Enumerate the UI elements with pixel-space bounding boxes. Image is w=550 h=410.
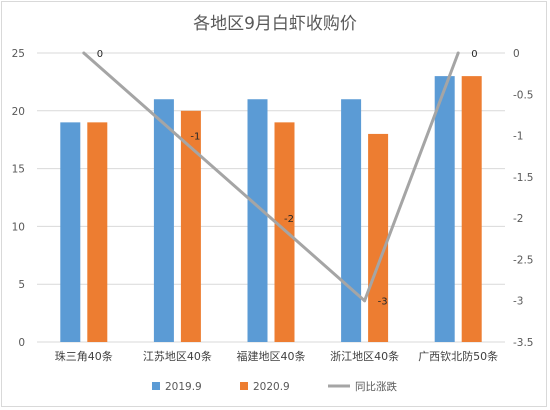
line-data-label: -2 bbox=[284, 214, 294, 225]
category-label: 江苏地区40条 bbox=[143, 349, 212, 363]
line-point-4 bbox=[456, 51, 460, 55]
bar-2020.9-3 bbox=[368, 133, 389, 342]
line-data-label: -1 bbox=[190, 132, 200, 143]
category-label: 广西钦北防50条 bbox=[418, 349, 498, 363]
line-data-label: -3 bbox=[378, 297, 388, 308]
gridlines bbox=[37, 52, 505, 343]
legend-label: 2019.9 bbox=[165, 381, 202, 393]
legend-label: 2020.9 bbox=[253, 381, 290, 393]
line-point-1 bbox=[175, 134, 179, 138]
line-data-label: 0 bbox=[97, 49, 103, 60]
left-tick-label: 0 bbox=[18, 337, 25, 349]
bar-2020.9-1 bbox=[180, 110, 201, 342]
right-tick-label: -2 bbox=[513, 213, 523, 225]
right-tick-label: -3.5 bbox=[513, 337, 534, 349]
left-tick-label: 20 bbox=[12, 106, 25, 118]
bar-2019.9-1 bbox=[153, 99, 174, 343]
line-point-3 bbox=[363, 299, 367, 303]
bar-2020.9-2 bbox=[274, 122, 295, 342]
right-tick-label: 0 bbox=[513, 48, 520, 60]
category-label: 珠三角40条 bbox=[55, 349, 113, 363]
right-axis-ticks: 0 -0.5 -1 -1.5 -2 -2.5 -3 -3.5 bbox=[513, 48, 534, 349]
category-labels: 珠三角40条 江苏地区40条 福建地区40条 浙江地区40条 广西钦北防50条 bbox=[55, 349, 498, 363]
right-tick-label: -2.5 bbox=[513, 254, 534, 266]
bar-2020.9-0 bbox=[87, 122, 108, 342]
left-tick-label: 5 bbox=[18, 279, 25, 291]
line-同比涨跌 bbox=[82, 51, 460, 303]
left-tick-label: 15 bbox=[12, 164, 25, 176]
bar-2019.9-4 bbox=[434, 76, 455, 343]
right-tick-label: -3 bbox=[513, 296, 523, 308]
legend: 2019.9 2020.9 同比涨跌 bbox=[152, 380, 397, 393]
category-label: 福建地区40条 bbox=[237, 349, 306, 363]
bar-2019.9-2 bbox=[247, 99, 268, 343]
left-axis-ticks: 0 5 10 15 20 25 bbox=[12, 48, 25, 349]
bar-2019.9-3 bbox=[341, 99, 362, 343]
legend-swatch-2019.9 bbox=[152, 382, 160, 390]
legend-swatch-2020.9 bbox=[240, 382, 248, 390]
left-tick-label: 10 bbox=[12, 221, 25, 233]
right-tick-label: -1 bbox=[513, 131, 523, 143]
category-label: 浙江地区40条 bbox=[330, 349, 399, 363]
legend-label: 同比涨跌 bbox=[355, 380, 397, 393]
line-series: 0 -1 -2 -3 0 bbox=[82, 49, 478, 308]
bar-2019.9-0 bbox=[60, 122, 81, 342]
left-tick-label: 25 bbox=[12, 48, 25, 60]
right-tick-label: -1.5 bbox=[513, 172, 534, 184]
right-tick-label: -0.5 bbox=[513, 89, 534, 101]
bars bbox=[60, 76, 482, 343]
line-point-2 bbox=[269, 216, 273, 220]
chart-title: 各地区9月白虾收购价 bbox=[193, 14, 357, 34]
bar-2020.9-4 bbox=[461, 76, 482, 343]
line-point-0 bbox=[82, 51, 86, 55]
line-data-label: 0 bbox=[471, 49, 477, 60]
